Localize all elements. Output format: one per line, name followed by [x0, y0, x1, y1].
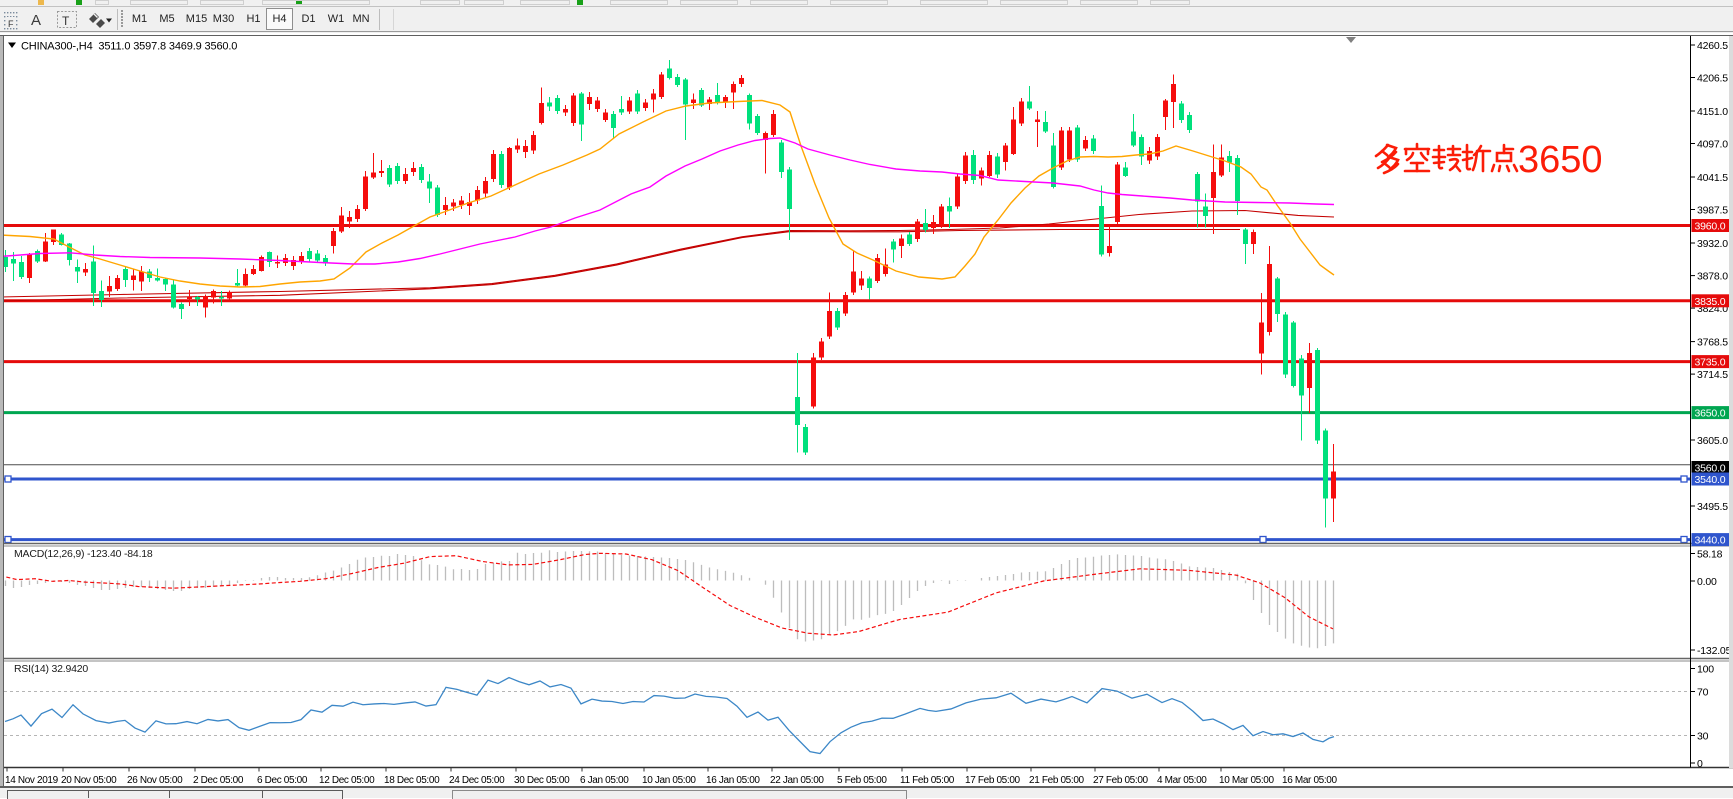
- svg-text:0: 0: [1697, 758, 1703, 770]
- svg-text:3960.0: 3960.0: [1695, 221, 1726, 233]
- svg-text:16 Mar 05:00: 16 Mar 05:00: [1282, 775, 1338, 786]
- svg-text:3605.0: 3605.0: [1697, 435, 1728, 447]
- svg-text:3495.5: 3495.5: [1697, 501, 1728, 513]
- svg-text:10 Mar 05:00: 10 Mar 05:00: [1219, 775, 1275, 786]
- svg-text:3735.0: 3735.0: [1695, 357, 1726, 369]
- svg-text:T: T: [62, 14, 70, 28]
- svg-text:6 Jan 05:00: 6 Jan 05:00: [580, 775, 629, 786]
- svg-text:A: A: [31, 12, 41, 29]
- svg-text:12 Dec 05:00: 12 Dec 05:00: [319, 775, 375, 786]
- svg-text:3540.0: 3540.0: [1695, 474, 1726, 486]
- svg-text:MACD(12,26,9) -123.40 -84.18: MACD(12,26,9) -123.40 -84.18: [14, 548, 153, 560]
- svg-text:14 Nov 2019: 14 Nov 2019: [5, 775, 59, 786]
- svg-text:3878.0: 3878.0: [1697, 271, 1728, 283]
- svg-text:3714.5: 3714.5: [1697, 369, 1728, 381]
- svg-text:3440.0: 3440.0: [1695, 535, 1726, 547]
- svg-text:3650: 3650: [1518, 141, 1603, 181]
- svg-text:30: 30: [1697, 731, 1709, 743]
- svg-text:3835.0: 3835.0: [1695, 296, 1726, 308]
- svg-text:10 Jan 05:00: 10 Jan 05:00: [642, 775, 696, 786]
- svg-text:11 Feb 05:00: 11 Feb 05:00: [900, 775, 955, 786]
- svg-text:6 Dec 05:00: 6 Dec 05:00: [257, 775, 308, 786]
- svg-text:26 Nov 05:00: 26 Nov 05:00: [127, 775, 183, 786]
- svg-text:27 Feb 05:00: 27 Feb 05:00: [1093, 775, 1149, 786]
- svg-text:18 Dec 05:00: 18 Dec 05:00: [384, 775, 440, 786]
- svg-text:58.18: 58.18: [1697, 549, 1723, 561]
- svg-text:4151.0: 4151.0: [1697, 106, 1728, 118]
- svg-text:CHINA300-,H4 3511.0 3597.8 34: CHINA300-,H4 3511.0 3597.8 3469.9 3560.0: [21, 41, 237, 53]
- svg-text:70: 70: [1697, 687, 1709, 699]
- svg-text:16 Jan 05:00: 16 Jan 05:00: [706, 775, 760, 786]
- svg-text:2 Dec 05:00: 2 Dec 05:00: [193, 775, 244, 786]
- svg-text:4206.5: 4206.5: [1697, 73, 1728, 85]
- svg-text:17 Feb 05:00: 17 Feb 05:00: [965, 775, 1021, 786]
- svg-text:F: F: [8, 19, 14, 29]
- svg-text:22 Jan 05:00: 22 Jan 05:00: [770, 775, 824, 786]
- svg-text:21 Feb 05:00: 21 Feb 05:00: [1029, 775, 1085, 786]
- svg-text:20 Nov 05:00: 20 Nov 05:00: [61, 775, 117, 786]
- svg-text:100: 100: [1697, 664, 1714, 676]
- svg-text:24 Dec 05:00: 24 Dec 05:00: [449, 775, 505, 786]
- svg-text:RSI(14) 32.9420: RSI(14) 32.9420: [14, 663, 88, 675]
- svg-text:0.00: 0.00: [1697, 576, 1717, 588]
- svg-text:3768.5: 3768.5: [1697, 337, 1728, 349]
- svg-text:4260.5: 4260.5: [1697, 40, 1728, 52]
- svg-text:3932.0: 3932.0: [1697, 238, 1728, 250]
- svg-text:3987.5: 3987.5: [1697, 205, 1728, 217]
- svg-text:-132.05: -132.05: [1697, 645, 1732, 657]
- svg-text:4 Mar 05:00: 4 Mar 05:00: [1157, 775, 1207, 786]
- svg-text:4041.5: 4041.5: [1697, 172, 1728, 184]
- svg-text:4097.0: 4097.0: [1697, 139, 1728, 151]
- svg-text:5 Feb 05:00: 5 Feb 05:00: [837, 775, 887, 786]
- svg-text:3650.0: 3650.0: [1695, 408, 1726, 420]
- svg-text:30 Dec 05:00: 30 Dec 05:00: [514, 775, 570, 786]
